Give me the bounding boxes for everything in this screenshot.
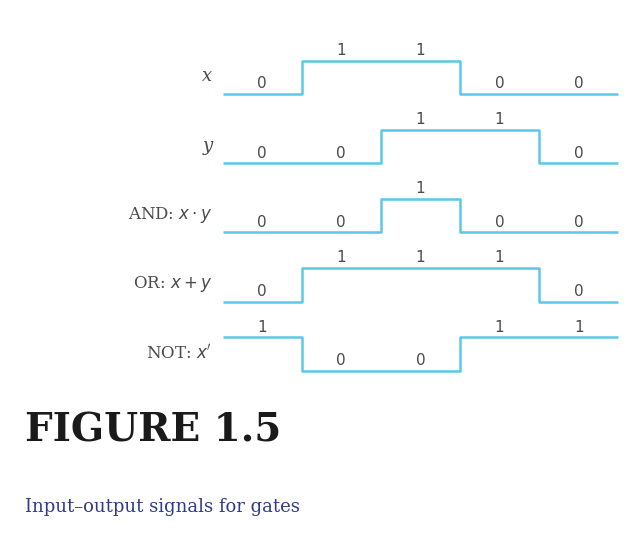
Text: x: x xyxy=(202,67,212,85)
Text: 0: 0 xyxy=(336,215,346,230)
Text: 0: 0 xyxy=(336,146,346,160)
Text: 1: 1 xyxy=(415,251,425,265)
Text: 1: 1 xyxy=(336,251,346,265)
Text: 0: 0 xyxy=(415,353,425,368)
Text: NOT: $x'$: NOT: $x'$ xyxy=(147,343,212,362)
Text: 1: 1 xyxy=(257,320,267,335)
Text: 0: 0 xyxy=(574,76,584,91)
Text: 1: 1 xyxy=(415,43,425,58)
Text: 1: 1 xyxy=(574,320,584,335)
Text: 1: 1 xyxy=(415,181,425,196)
Text: AND: $x \cdot y$: AND: $x \cdot y$ xyxy=(128,205,212,224)
Text: Input–output signals for gates: Input–output signals for gates xyxy=(24,498,300,516)
Text: 0: 0 xyxy=(257,146,267,160)
Text: 0: 0 xyxy=(257,76,267,91)
Text: 0: 0 xyxy=(574,146,584,160)
Text: FIGURE 1.5: FIGURE 1.5 xyxy=(24,411,281,449)
Text: 0: 0 xyxy=(574,284,584,299)
Text: 0: 0 xyxy=(574,215,584,230)
Text: 1: 1 xyxy=(495,251,504,265)
Text: OR: $x + y$: OR: $x + y$ xyxy=(133,274,212,294)
Text: 0: 0 xyxy=(257,215,267,230)
Text: 1: 1 xyxy=(336,43,346,58)
Text: 0: 0 xyxy=(495,215,504,230)
Text: 0: 0 xyxy=(336,353,346,368)
Text: y: y xyxy=(202,136,212,155)
Text: 0: 0 xyxy=(257,284,267,299)
Text: 0: 0 xyxy=(495,76,504,91)
Text: 1: 1 xyxy=(495,112,504,127)
Text: 1: 1 xyxy=(495,320,504,335)
Text: 1: 1 xyxy=(415,112,425,127)
